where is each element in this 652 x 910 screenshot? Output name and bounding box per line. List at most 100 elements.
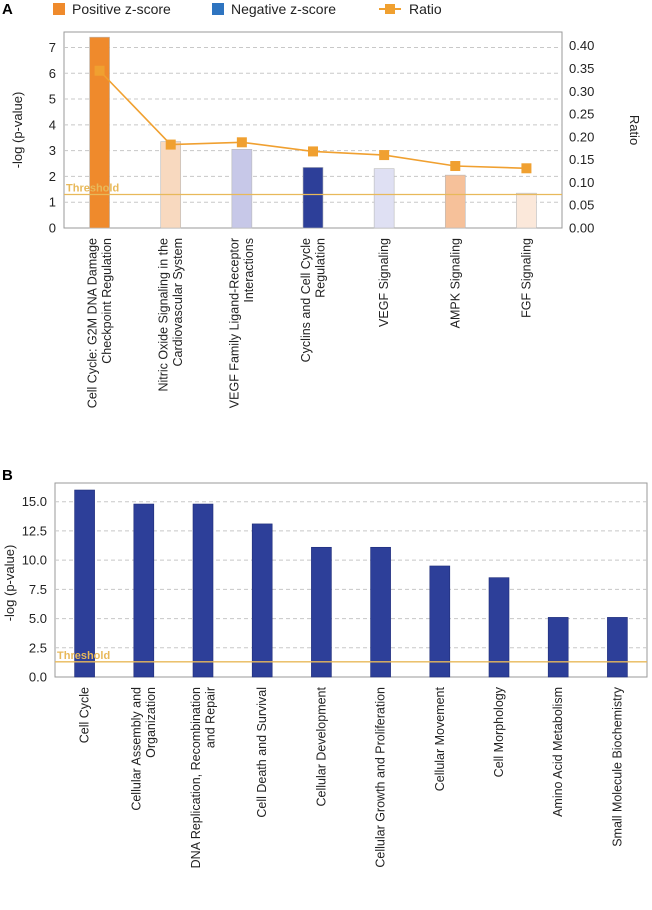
y2-tick-label: 0.35 [569,61,594,76]
y2-tick-label: 0.40 [569,38,594,53]
panel-a-category-labels: Cell Cycle: G2M DNA Damage Checkpoint Reg… [85,238,533,408]
category-label-line: Checkpoint Regulation [100,238,114,364]
category-label-line: Cellular Growth and Proliferation [374,687,388,868]
panel-b-threshold: Threshold [55,650,647,663]
ratio-point [521,163,532,174]
ratio-point [236,137,247,148]
category-label: VEGF Signaling [377,238,391,327]
bar [160,141,182,229]
panel-b-y-ticks: 0.0 2.5 5.0 7.5 10.0 12.5 15.0 [22,494,47,684]
y-tick-label: 15.0 [22,494,47,509]
panel-a-y-axis-title: -log (p-value) [10,92,25,169]
y2-tick-label: 0.10 [569,175,594,190]
y2-tick-label: 0.05 [569,198,594,213]
bar [311,546,332,678]
category-label-line: Cell Morphology [492,686,506,777]
panel-a-y-ticks: 0 1 2 3 4 5 6 7 [49,40,56,236]
category-label: AMPK Signaling [448,238,462,328]
y2-tick-label: 0.00 [569,221,594,236]
ratio-point [94,65,105,76]
y-tick-label: 4 [49,117,56,132]
bar [133,503,155,678]
category-label-line: Organization [144,687,158,758]
panel-b-frame [54,482,648,678]
bar [547,617,569,678]
ratio-point [165,139,176,150]
panel-a-label: A [2,1,13,18]
bar [89,36,110,229]
bar [231,149,253,229]
threshold-label: Threshold [66,182,119,194]
category-label: Cellular Development [314,686,328,806]
legend-ratio-marker [385,4,395,14]
category-label: FGF Signaling [519,238,533,318]
category-label-line: Nitric Oxide Signaling in the [156,238,170,392]
category-label: Amino Acid Metabolism [551,687,565,817]
panel-a-bars [89,36,537,229]
threshold-label: Threshold [57,650,110,662]
panel-a-ratio-series [94,65,532,174]
bar [516,192,537,229]
category-label-line: Cyclins and Cell Cycle [299,238,313,362]
category-label: Cell Morphology [492,686,506,777]
panel-b-label: B [2,467,13,484]
category-label-line: Amino Acid Metabolism [551,687,565,817]
category-label-line: Cellular Development [314,686,328,806]
category-label: Cellular Growth and Proliferation [374,687,388,868]
legend-negative-label: Negative z-score [231,1,336,17]
y-tick-label: 6 [49,66,56,81]
category-label-line: FGF Signaling [519,238,533,318]
y-tick-label: 1 [49,195,56,210]
y-tick-label: 0 [49,221,56,236]
bar [444,174,466,229]
y-tick-label: 3 [49,143,56,158]
legend-positive-label: Positive z-score [72,1,171,17]
panel-b-category-labels: Cell Cycle Cellular Assembly and Organizat… [78,686,625,868]
y-tick-label: 2.5 [29,640,47,655]
y-tick-label: 7 [49,40,56,55]
category-label-line: Cellular Assembly and [130,687,144,811]
y-tick-label: 0.0 [29,670,47,685]
y-tick-label: 10.0 [22,553,47,568]
y-tick-label: 12.5 [22,523,47,538]
category-label-line: Small Molecule Biochemistry [610,686,624,847]
category-label-line: AMPK Signaling [448,238,462,328]
bar [488,577,510,678]
y2-tick-label: 0.20 [569,129,594,144]
category-label: Cellular Movement [433,686,447,791]
y-tick-label: 2 [49,169,56,184]
legend-positive-swatch [53,3,65,15]
y-tick-label: 5.0 [29,611,47,626]
category-label-line: Interactions [242,238,256,303]
bar [251,523,273,678]
bar [370,546,391,678]
bar [607,617,628,678]
category-label-line: Cell Cycle: G2M DNA Damage [85,238,99,408]
category-label: DNA Replication, Recombination and Repair [189,687,218,868]
category-label-line: Regulation [313,238,327,298]
category-label-line: DNA Replication, Recombination [189,687,203,868]
category-label-line: and Repair [203,687,217,748]
category-label: Small Molecule Biochemistry [610,686,624,847]
legend-negative-swatch [212,3,224,15]
panel-b-plot: Threshold 0.0 2.5 5.0 7.5 10.0 12.5 15.0 Cell … [2,482,648,868]
legend-ratio-label: Ratio [409,1,442,17]
category-label-line: VEGF Family Ligand-Receptor [228,238,242,408]
y-tick-label: 5 [49,92,56,107]
bar [429,565,451,678]
category-label-line: Cellular Movement [433,686,447,791]
y2-tick-label: 0.25 [569,107,594,122]
category-label-line: Cell Death and Survival [255,687,269,818]
bar [373,168,395,229]
panel-b-y-axis-title: -log (p-value) [2,545,17,622]
category-label: Cell Cycle [78,687,92,743]
category-label-line: VEGF Signaling [377,238,391,327]
ratio-point [308,146,318,157]
ratio-point [450,161,461,172]
category-label: VEGF Family Ligand-Receptor Interactions [228,238,257,408]
panel-a-y2-ticks: 0.00 0.05 0.10 0.15 0.20 0.25 0.30 0.35 0.40 [569,38,594,235]
bar [302,167,324,229]
category-label: Cell Death and Survival [255,687,269,818]
